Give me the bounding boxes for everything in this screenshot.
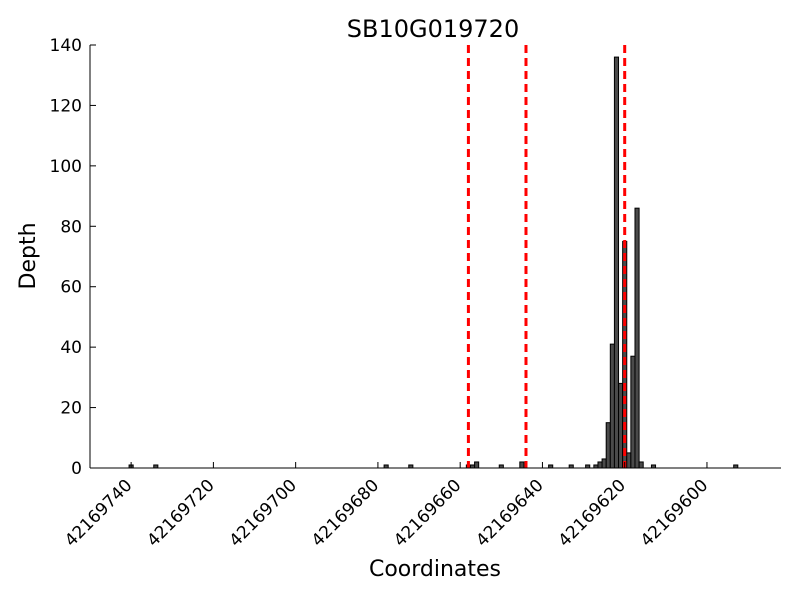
bar bbox=[618, 382, 624, 469]
x-axis-label: Coordinates bbox=[369, 557, 501, 582]
bar bbox=[605, 422, 611, 469]
chart-title: SB10G019720 bbox=[347, 15, 519, 43]
bar bbox=[597, 461, 603, 469]
bar bbox=[609, 343, 615, 469]
y-tick-label: 20 bbox=[60, 399, 82, 419]
bar bbox=[519, 461, 525, 469]
bar bbox=[622, 240, 628, 469]
bar bbox=[613, 56, 620, 469]
bars bbox=[128, 56, 739, 469]
bar bbox=[626, 452, 632, 469]
x-ticks: 42169740 42169720 42169700 42169680 42169660… bbox=[61, 462, 712, 551]
marker-lines-overlay bbox=[466, 45, 627, 468]
y-tick-label: 60 bbox=[60, 278, 82, 298]
y-tick-label: 80 bbox=[60, 217, 82, 237]
x-tick-label: 42169720 bbox=[143, 476, 218, 551]
y-axis-label: Depth bbox=[16, 222, 41, 289]
y-tick-label: 100 bbox=[50, 157, 82, 177]
y-tick-label: 0 bbox=[71, 459, 82, 479]
bar bbox=[474, 461, 480, 469]
bar bbox=[634, 207, 640, 469]
y-ticks: 0 20 40 60 80 100 120 140 bbox=[50, 36, 96, 479]
y-tick-label: 40 bbox=[60, 338, 82, 358]
bar bbox=[630, 355, 636, 469]
x-tick-label: 42169700 bbox=[226, 476, 301, 551]
axes bbox=[89, 45, 781, 469]
y-tick-label: 140 bbox=[50, 36, 82, 56]
x-tick-label: 42169600 bbox=[637, 476, 712, 551]
y-tick-label: 120 bbox=[50, 96, 82, 116]
x-tick-label: 42169740 bbox=[61, 476, 136, 551]
bar bbox=[638, 461, 644, 469]
x-tick-label: 42169640 bbox=[472, 476, 547, 551]
x-tick-label: 42169680 bbox=[308, 476, 383, 551]
x-tick-label: 42169660 bbox=[390, 476, 465, 551]
bar bbox=[601, 458, 607, 469]
x-tick-label: 42169620 bbox=[555, 476, 630, 551]
